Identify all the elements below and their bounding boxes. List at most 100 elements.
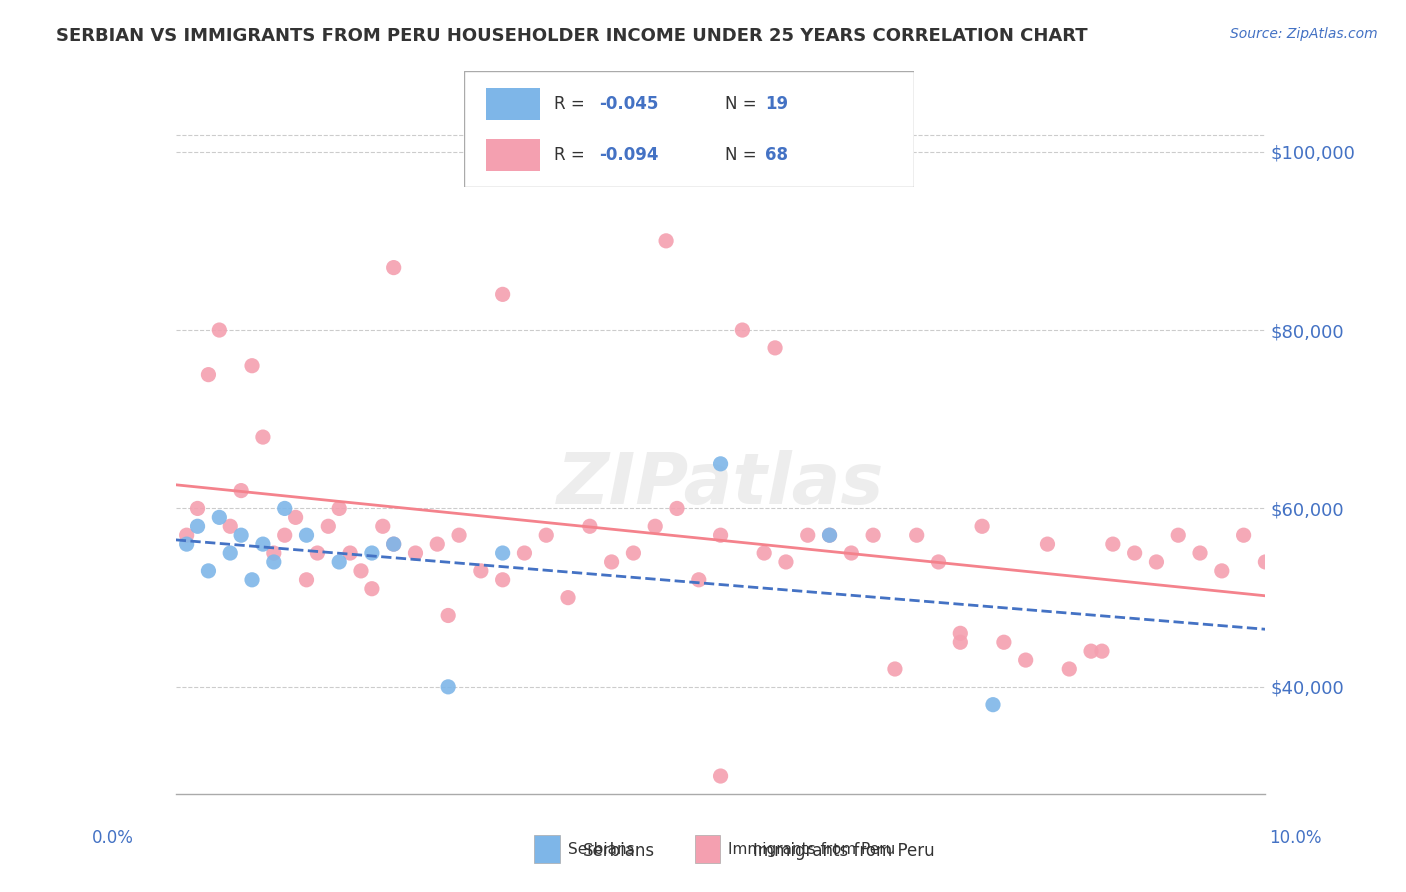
Point bbox=[970, 519, 993, 533]
Point bbox=[382, 537, 405, 551]
Point bbox=[1036, 537, 1059, 551]
Point bbox=[1123, 546, 1146, 560]
Point bbox=[981, 698, 1004, 712]
Point bbox=[928, 555, 950, 569]
Point bbox=[371, 519, 394, 533]
Point bbox=[754, 546, 776, 560]
Point bbox=[644, 519, 666, 533]
Point bbox=[1080, 644, 1102, 658]
Point bbox=[557, 591, 579, 605]
Point bbox=[360, 582, 382, 596]
Bar bbox=[486, 87, 540, 120]
Text: Serbians: Serbians bbox=[582, 842, 655, 860]
Point bbox=[240, 359, 263, 373]
Point bbox=[252, 537, 274, 551]
Point bbox=[775, 555, 797, 569]
Text: -0.045: -0.045 bbox=[599, 95, 658, 112]
Text: ZIPatlas: ZIPatlas bbox=[557, 450, 884, 519]
Point bbox=[318, 519, 340, 533]
Point bbox=[579, 519, 602, 533]
Point bbox=[295, 573, 318, 587]
Point bbox=[231, 528, 253, 542]
Point bbox=[382, 260, 405, 275]
Point bbox=[763, 341, 786, 355]
Text: Source: ZipAtlas.com: Source: ZipAtlas.com bbox=[1230, 27, 1378, 41]
Point bbox=[818, 528, 841, 542]
Point bbox=[263, 546, 285, 560]
Point bbox=[1232, 528, 1256, 542]
Text: N =: N = bbox=[725, 146, 762, 164]
Point bbox=[688, 573, 710, 587]
Point bbox=[240, 573, 263, 587]
Point bbox=[710, 769, 733, 783]
Point bbox=[208, 510, 231, 524]
Point bbox=[350, 564, 373, 578]
Point bbox=[176, 537, 198, 551]
Point bbox=[252, 430, 274, 444]
Point bbox=[534, 528, 557, 542]
Point bbox=[284, 510, 307, 524]
Text: R =: R = bbox=[554, 95, 591, 112]
Text: 0.0%: 0.0% bbox=[91, 829, 134, 847]
Point bbox=[263, 555, 285, 569]
Point bbox=[295, 528, 318, 542]
Point bbox=[666, 501, 689, 516]
Text: 10.0%: 10.0% bbox=[1270, 829, 1322, 847]
Point bbox=[905, 528, 928, 542]
Bar bbox=[486, 138, 540, 171]
Point bbox=[1057, 662, 1080, 676]
Point bbox=[437, 608, 460, 623]
Point bbox=[274, 501, 297, 516]
Point bbox=[219, 546, 242, 560]
Point bbox=[1015, 653, 1038, 667]
Point bbox=[655, 234, 678, 248]
Point bbox=[426, 537, 449, 551]
Point bbox=[731, 323, 754, 337]
Point bbox=[360, 546, 382, 560]
Point bbox=[307, 546, 329, 560]
Point bbox=[492, 573, 515, 587]
Point bbox=[492, 546, 515, 560]
Point bbox=[818, 528, 841, 542]
Point bbox=[186, 519, 209, 533]
Point bbox=[274, 528, 297, 542]
Text: Immigrants from Peru: Immigrants from Peru bbox=[728, 842, 896, 856]
Point bbox=[710, 457, 733, 471]
Point bbox=[710, 528, 733, 542]
Text: -0.094: -0.094 bbox=[599, 146, 658, 164]
Point bbox=[1102, 537, 1125, 551]
Point bbox=[405, 546, 427, 560]
Point bbox=[447, 528, 470, 542]
Text: SERBIAN VS IMMIGRANTS FROM PERU HOUSEHOLDER INCOME UNDER 25 YEARS CORRELATION CH: SERBIAN VS IMMIGRANTS FROM PERU HOUSEHOL… bbox=[56, 27, 1088, 45]
Point bbox=[382, 537, 405, 551]
Text: R =: R = bbox=[554, 146, 591, 164]
Point bbox=[328, 555, 350, 569]
Point bbox=[1091, 644, 1114, 658]
Text: Immigrants from Peru: Immigrants from Peru bbox=[752, 842, 935, 860]
Point bbox=[437, 680, 460, 694]
Point bbox=[1189, 546, 1212, 560]
Point bbox=[1167, 528, 1189, 542]
FancyBboxPatch shape bbox=[464, 71, 914, 187]
Point bbox=[219, 519, 242, 533]
Bar bbox=[534, 835, 560, 863]
Point bbox=[1211, 564, 1233, 578]
Point bbox=[1144, 555, 1167, 569]
Text: 68: 68 bbox=[765, 146, 789, 164]
Text: N =: N = bbox=[725, 95, 762, 112]
Point bbox=[949, 635, 972, 649]
Point bbox=[513, 546, 536, 560]
Point bbox=[231, 483, 253, 498]
Point bbox=[993, 635, 1015, 649]
Point bbox=[470, 564, 492, 578]
Point bbox=[621, 546, 644, 560]
Point bbox=[208, 323, 231, 337]
Bar bbox=[695, 835, 720, 863]
Point bbox=[841, 546, 863, 560]
Point bbox=[1254, 555, 1277, 569]
Text: Serbians: Serbians bbox=[568, 842, 634, 856]
Text: 19: 19 bbox=[765, 95, 789, 112]
Point bbox=[328, 501, 350, 516]
Point bbox=[186, 501, 209, 516]
Point bbox=[600, 555, 623, 569]
